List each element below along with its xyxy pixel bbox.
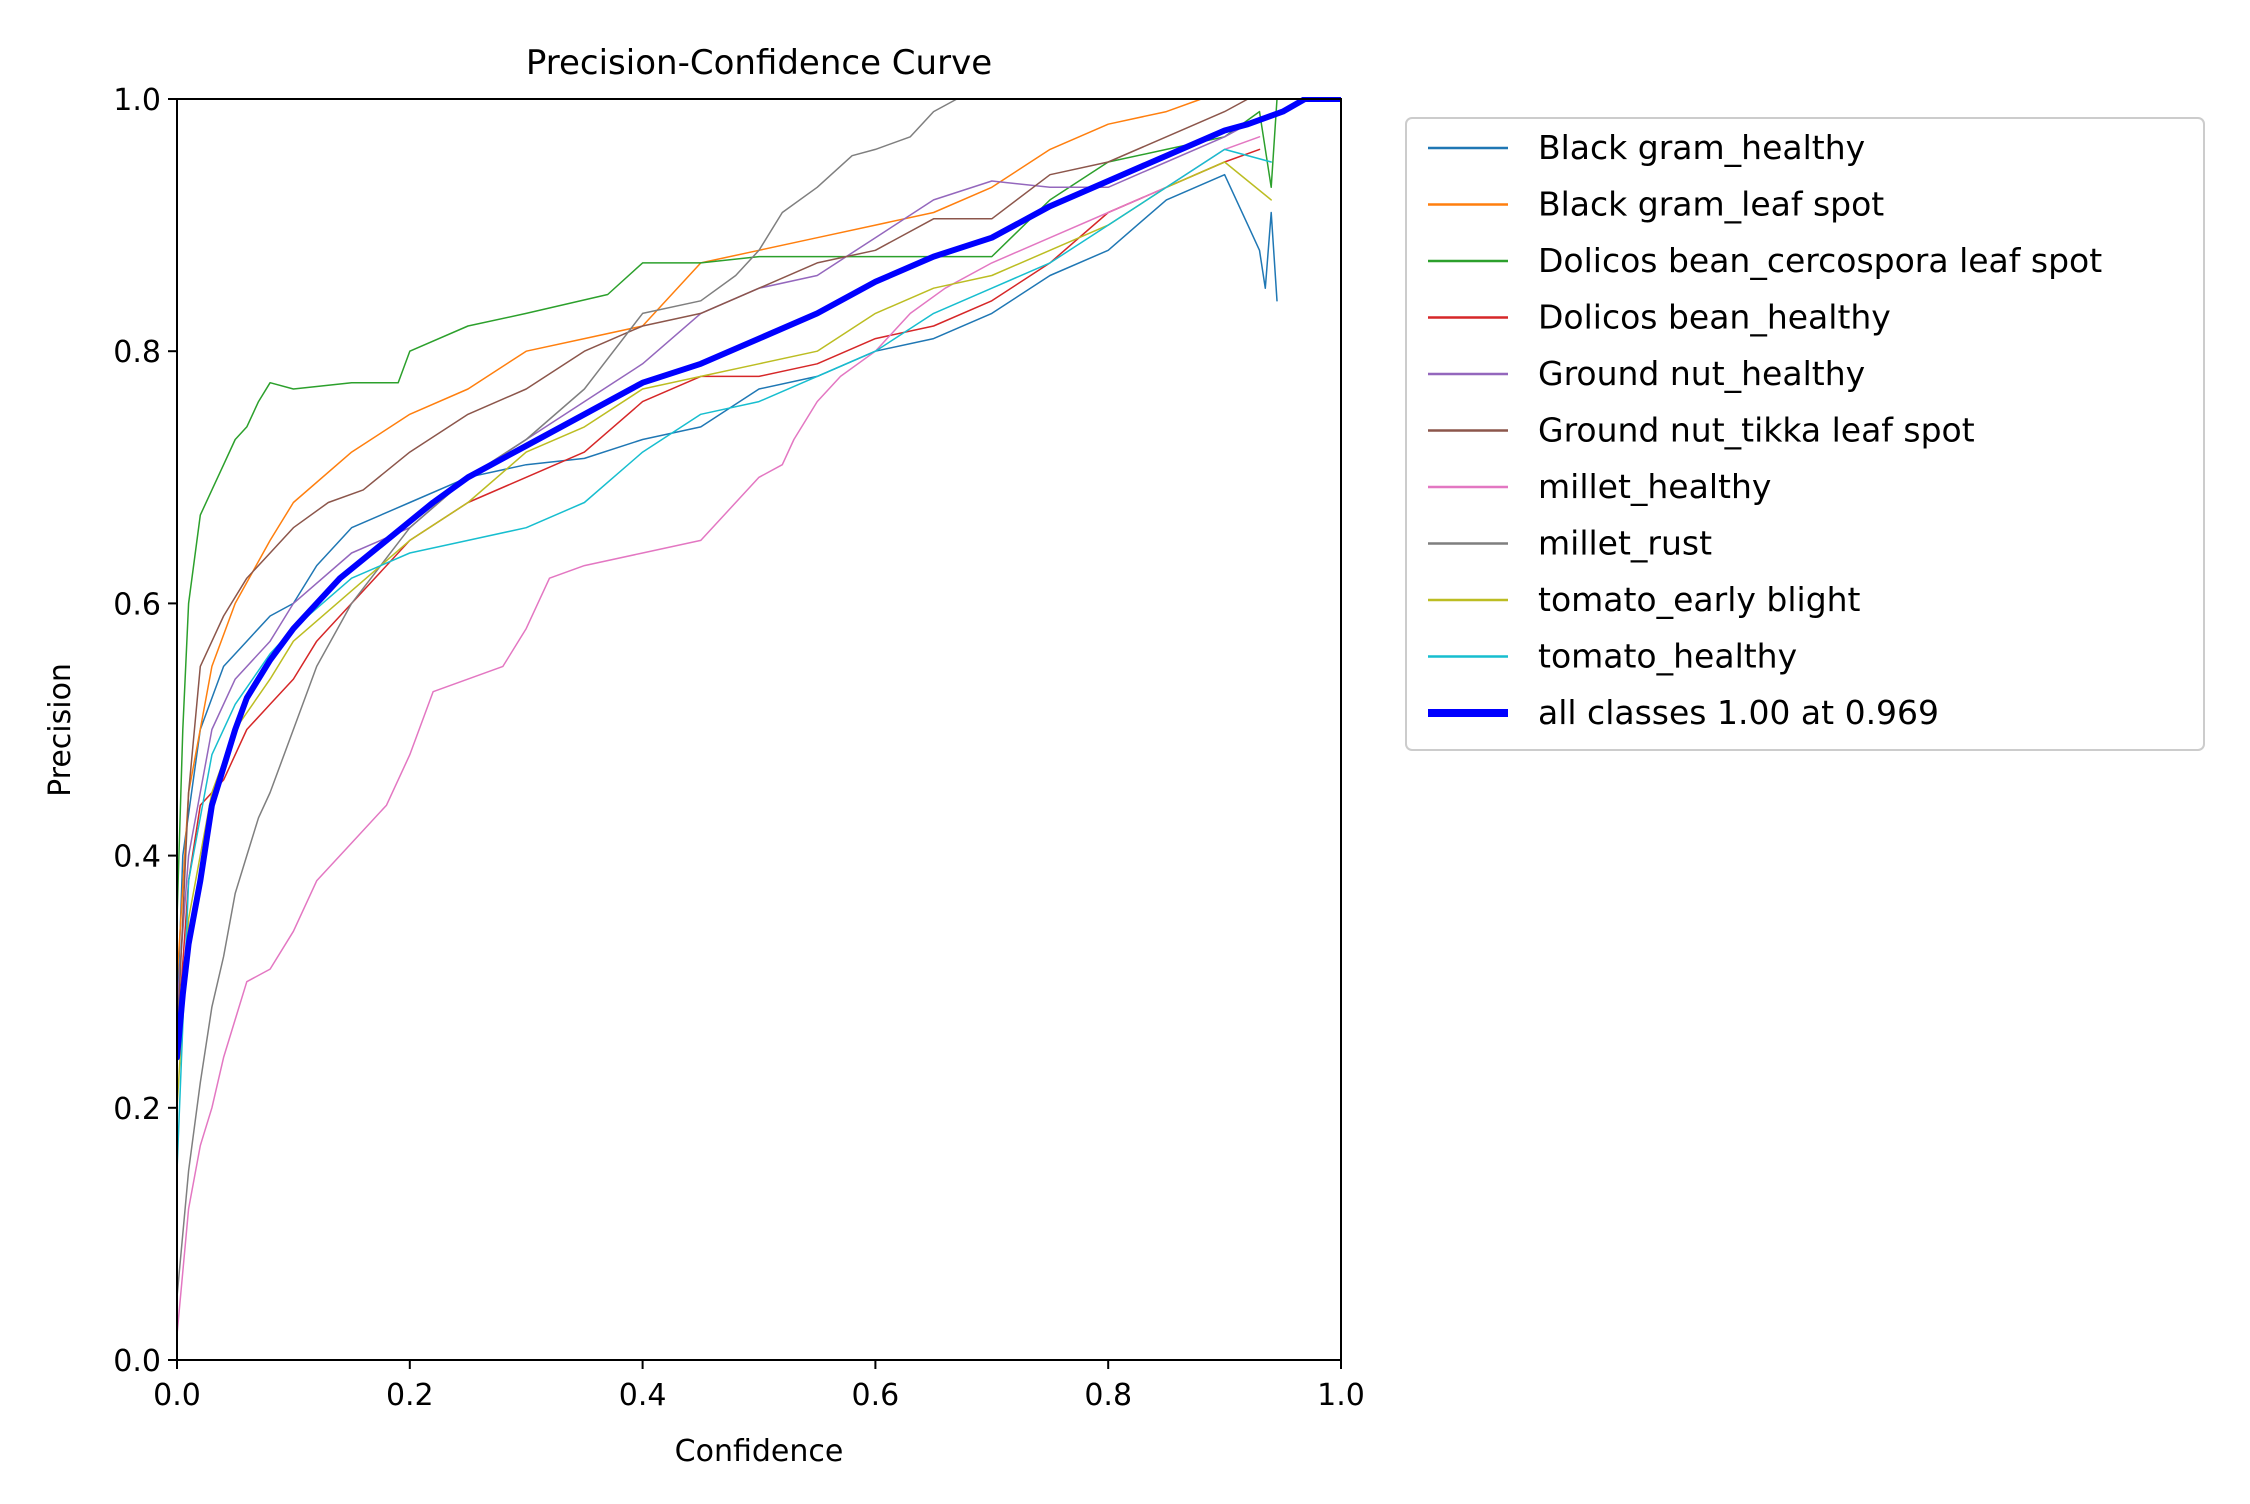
legend-label: millet_rust [1538, 524, 1712, 563]
series-line-5 [177, 98, 1249, 1046]
series-line-8 [177, 161, 1272, 1109]
legend-label: Ground nut_tikka leaf spot [1538, 411, 1975, 450]
legend-label: Black gram_leaf spot [1538, 185, 1884, 224]
y-tick-label: 0.0 [113, 1344, 161, 1379]
plot-frame [176, 98, 1342, 1361]
x-axis-label: Confidence [675, 1434, 844, 1469]
x-tick-label: 0.6 [852, 1378, 900, 1413]
series-line-9 [177, 148, 1272, 1172]
series-line-7 [177, 98, 958, 1298]
series-line-0 [177, 173, 1278, 1021]
legend-label: millet_healthy [1538, 467, 1771, 506]
legend: Black gram_healthy Black gram_leaf spot Do… [1405, 117, 2205, 751]
legend-label: all classes 1.00 at 0.969 [1538, 693, 1939, 732]
x-axis: 0.0 0.2 0.4 0.6 0.8 1.0 [153, 1360, 1365, 1413]
series-line-10 [177, 97, 1341, 1061]
legend-label: Dolicos bean_healthy [1538, 298, 1891, 337]
chart-title: Precision-Confidence Curve [526, 43, 992, 83]
y-tick-label: 0.8 [113, 335, 161, 370]
y-tick-label: 0.6 [113, 587, 161, 622]
x-tick-label: 0.0 [153, 1378, 201, 1413]
x-tick-label: 1.0 [1317, 1378, 1365, 1413]
series-line-1 [177, 98, 1203, 983]
legend-label: Ground nut_healthy [1538, 354, 1865, 393]
legend-label: tomato_early blight [1538, 580, 1861, 619]
y-tick-label: 0.2 [113, 1092, 161, 1127]
y-axis-label: Precision [43, 663, 78, 797]
y-axis: 0.0 0.2 0.4 0.6 0.8 1.0 [113, 83, 177, 1379]
legend-label: Black gram_healthy [1538, 128, 1865, 167]
legend-label: Dolicos bean_cercospora leaf spot [1538, 241, 2102, 280]
y-tick-label: 1.0 [113, 83, 161, 118]
y-tick-label: 0.4 [113, 840, 161, 875]
x-tick-label: 0.2 [386, 1378, 434, 1413]
series-line-3 [177, 148, 1261, 1046]
x-tick-label: 0.8 [1084, 1378, 1132, 1413]
x-tick-label: 0.4 [619, 1378, 667, 1413]
legend-label: tomato_healthy [1538, 637, 1797, 676]
legend-box [1405, 117, 2205, 751]
plot-area [177, 97, 1341, 1336]
series-line-6 [177, 136, 1261, 1336]
series-line-4 [177, 123, 1249, 1008]
